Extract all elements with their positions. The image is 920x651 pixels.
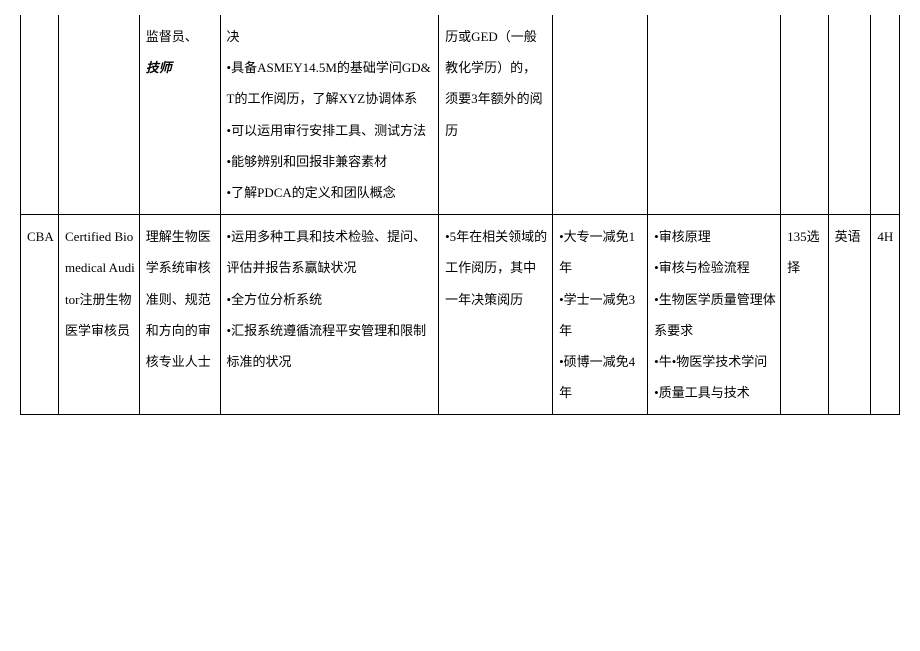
cell-language — [828, 15, 871, 215]
skill-item: •运用多种工具和技术检验、提问、评估并报告系赢缺状况 — [227, 221, 435, 283]
content-item: •审核原理 — [654, 221, 776, 252]
cell-role: 监督员、 技师 — [139, 15, 220, 215]
cell-duration: 4H — [871, 215, 900, 415]
certification-table: 监督员、 技师 决 •具备ASMEY14.5M的基础学问GD&T的工作阅历，了解… — [20, 15, 900, 415]
skill-item: •具备ASMEY14.5M的基础学问GD&T的工作阅历，了解XYZ协调体系 — [227, 52, 435, 114]
skill-item: •全方位分析系统 — [227, 284, 435, 315]
cell-content — [648, 15, 781, 215]
exemption-item: •硕博一减免4年 — [559, 346, 643, 408]
skill-item: •汇报系统遵循流程平安管理和限制标准的状况 — [227, 315, 435, 377]
content-item: •生物医学质量管理体系要求 — [654, 284, 776, 346]
skill-item: •能够辨别和回报非兼容素材 — [227, 146, 435, 177]
cell-exemption — [553, 15, 648, 215]
cell-questions: 135选择 — [781, 215, 829, 415]
skill-item: •可以运用审行安排工具、测试方法 — [227, 115, 435, 146]
cell-title: Certified Biomedical Auditor注册生物医学审核员 — [59, 215, 140, 415]
exemption-item: •大专一减免1年 — [559, 221, 643, 283]
experience-text: 历或GED（一般教化学历）的，须要3年额外的阅历 — [445, 21, 548, 146]
exemption-item: •学士一减免3年 — [559, 284, 643, 346]
cell-skills: •运用多种工具和技术检验、提问、评估并报告系赢缺状况 •全方位分析系统 •汇报系… — [220, 215, 439, 415]
cell-experience: 历或GED（一般教化学历）的，须要3年额外的阅历 — [439, 15, 553, 215]
role-line1: 监督员、 — [146, 21, 216, 52]
cell-content: •审核原理 •审核与检验流程 •生物医学质量管理体系要求 •牛•物医学技术学问 … — [648, 215, 781, 415]
cell-exemption: •大专一减免1年 •学士一减免3年 •硕博一减免4年 — [553, 215, 648, 415]
cell-code — [21, 15, 59, 215]
cell-code: CBA — [21, 215, 59, 415]
cell-experience: •5年在相关领域的工作阅历，其中一年决策阅历 — [439, 215, 553, 415]
skill-item: 决 — [227, 21, 435, 52]
table-row: 监督员、 技师 决 •具备ASMEY14.5M的基础学问GD&T的工作阅历，了解… — [21, 15, 900, 215]
content-item: •质量工具与技术 — [654, 377, 776, 408]
cell-duration — [871, 15, 900, 215]
table-row: CBA Certified Biomedical Auditor注册生物医学审核… — [21, 215, 900, 415]
skill-item: •了解PDCA的定义和团队概念 — [227, 177, 435, 208]
role-line2: 技师 — [146, 52, 216, 83]
content-item: •牛•物医学技术学问 — [654, 346, 776, 377]
experience-text: •5年在相关领域的工作阅历，其中一年决策阅历 — [445, 221, 548, 315]
cell-title — [59, 15, 140, 215]
cell-role: 理解生物医学系统审核准则、规范和方向的审核专业人士 — [139, 215, 220, 415]
content-item: •审核与检验流程 — [654, 252, 776, 283]
cell-skills: 决 •具备ASMEY14.5M的基础学问GD&T的工作阅历，了解XYZ协调体系 … — [220, 15, 439, 215]
cell-questions — [781, 15, 829, 215]
cell-language: 英语 — [828, 215, 871, 415]
